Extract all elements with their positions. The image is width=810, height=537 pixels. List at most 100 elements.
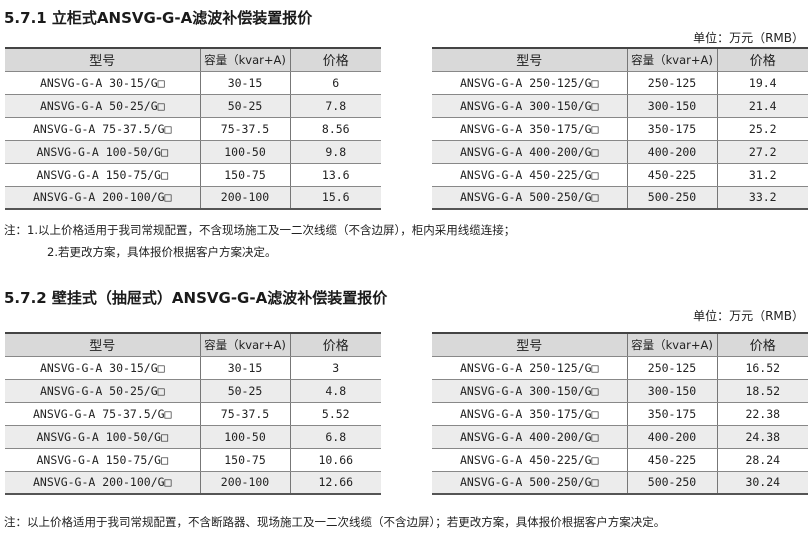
- section1-unit: 单位：万元（RMB）: [693, 31, 804, 45]
- section1-note-1: 注：1.以上价格适用于我司常规配置，不含现场施工及一二次线缆（不含边屏），柜内采…: [4, 223, 516, 237]
- header-capacity: 容量（kvar+A): [199, 47, 290, 72]
- price-cell: 7.8: [289, 94, 381, 118]
- table-row: ANSVG-G-A 50-25/G□ 50-25 7.8: [5, 94, 381, 118]
- table-row: ANSVG-G-A 450-225/G□ 450-225 28.24: [432, 448, 808, 472]
- model-cell: ANSVG-G-A 400-200/G□: [432, 425, 627, 449]
- price-cell: 21.4: [716, 94, 808, 118]
- capacity-cell: 50-25: [199, 379, 290, 403]
- table-row: ANSVG-G-A 500-250/G□ 500-250 33.2: [432, 186, 808, 210]
- capacity-cell: 500-250: [626, 471, 717, 495]
- model-cell: ANSVG-G-A 300-150/G□: [432, 379, 627, 403]
- price-cell: 4.8: [289, 379, 381, 403]
- table-row: ANSVG-G-A 250-125/G□ 250-125 16.52: [432, 356, 808, 380]
- header-row: 型号 容量（kvar+A) 价格: [5, 47, 381, 72]
- header-capacity: 容量（kvar+A): [626, 47, 717, 72]
- table-row: ANSVG-G-A 30-15/G□ 30-15 3: [5, 356, 381, 380]
- header-price: 价格: [716, 332, 808, 357]
- price-cell: 16.52: [716, 356, 808, 380]
- price-cell: 6.8: [289, 425, 381, 449]
- model-cell: ANSVG-G-A 75-37.5/G□: [5, 117, 200, 141]
- header-row: 型号 容量（kvar+A) 价格: [432, 332, 808, 357]
- model-cell: ANSVG-G-A 300-150/G□: [432, 94, 627, 118]
- table-row: ANSVG-G-A 450-225/G□ 450-225 31.2: [432, 163, 808, 187]
- model-cell: ANSVG-G-A 200-100/G□: [5, 186, 200, 210]
- capacity-cell: 100-50: [199, 425, 290, 449]
- price-cell: 10.66: [289, 448, 381, 472]
- table-row: ANSVG-G-A 50-25/G□ 50-25 4.8: [5, 379, 381, 403]
- price-cell: 5.52: [289, 402, 381, 426]
- capacity-cell: 50-25: [199, 94, 290, 118]
- table-row: ANSVG-G-A 200-100/G□ 200-100 15.6: [5, 186, 381, 210]
- header-row: 型号 容量（kvar+A) 价格: [432, 47, 808, 72]
- capacity-cell: 30-15: [199, 71, 290, 95]
- price-cell: 31.2: [716, 163, 808, 187]
- capacity-cell: 400-200: [626, 425, 717, 449]
- capacity-cell: 150-75: [199, 448, 290, 472]
- capacity-cell: 500-250: [626, 186, 717, 210]
- model-cell: ANSVG-G-A 350-175/G□: [432, 117, 627, 141]
- header-price: 价格: [289, 47, 381, 72]
- model-cell: ANSVG-G-A 350-175/G□: [432, 402, 627, 426]
- table-row: ANSVG-G-A 400-200/G□ 400-200 24.38: [432, 425, 808, 449]
- capacity-cell: 450-225: [626, 163, 717, 187]
- header-price: 价格: [289, 332, 381, 357]
- model-cell: ANSVG-G-A 250-125/G□: [432, 356, 627, 380]
- price-cell: 22.38: [716, 402, 808, 426]
- capacity-cell: 30-15: [199, 356, 290, 380]
- capacity-cell: 75-37.5: [199, 402, 290, 426]
- model-cell: ANSVG-G-A 30-15/G□: [5, 71, 200, 95]
- section2-table-left: 型号 容量（kvar+A) 价格 ANSVG-G-A 30-15/G□ 30-15 3 AN…: [5, 332, 381, 495]
- price-cell: 3: [289, 356, 381, 380]
- section2-title: 5.7.2 壁挂式（抽屉式）ANSVG-G-A滤波补偿装置报价: [4, 289, 388, 307]
- section2-unit: 单位：万元（RMB）: [693, 309, 804, 323]
- model-cell: ANSVG-G-A 450-225/G□: [432, 163, 627, 187]
- capacity-cell: 350-175: [626, 117, 717, 141]
- model-cell: ANSVG-G-A 75-37.5/G□: [5, 402, 200, 426]
- section1-table-left: 型号 容量（kvar+A) 价格 ANSVG-G-A 30-15/G□ 30-15 6 AN…: [5, 47, 381, 210]
- table-row: ANSVG-G-A 100-50/G□ 100-50 9.8: [5, 140, 381, 164]
- model-cell: ANSVG-G-A 200-100/G□: [5, 471, 200, 495]
- table-row: ANSVG-G-A 150-75/G□ 150-75 10.66: [5, 448, 381, 472]
- table-row: ANSVG-G-A 100-50/G□ 100-50 6.8: [5, 425, 381, 449]
- model-cell: ANSVG-G-A 450-225/G□: [432, 448, 627, 472]
- model-cell: ANSVG-G-A 50-25/G□: [5, 379, 200, 403]
- price-cell: 25.2: [716, 117, 808, 141]
- price-cell: 28.24: [716, 448, 808, 472]
- capacity-cell: 150-75: [199, 163, 290, 187]
- header-price: 价格: [716, 47, 808, 72]
- model-cell: ANSVG-G-A 500-250/G□: [432, 186, 627, 210]
- table-row: ANSVG-G-A 500-250/G□ 500-250 30.24: [432, 471, 808, 495]
- table-row: ANSVG-G-A 300-150/G□ 300-150 21.4: [432, 94, 808, 118]
- table-row: ANSVG-G-A 300-150/G□ 300-150 18.52: [432, 379, 808, 403]
- header-capacity: 容量（kvar+A): [199, 332, 290, 357]
- price-cell: 6: [289, 71, 381, 95]
- table-row: ANSVG-G-A 250-125/G□ 250-125 19.4: [432, 71, 808, 95]
- section1-table-right: 型号 容量（kvar+A) 价格 ANSVG-G-A 250-125/G□ 250-12…: [432, 47, 808, 210]
- model-cell: ANSVG-G-A 400-200/G□: [432, 140, 627, 164]
- price-cell: 24.38: [716, 425, 808, 449]
- price-cell: 27.2: [716, 140, 808, 164]
- price-cell: 8.56: [289, 117, 381, 141]
- price-cell: 33.2: [716, 186, 808, 210]
- section2-note: 注：以上价格适用于我司常规配置，不含断路器、现场施工及一二次线缆（不含边屏）；若…: [4, 515, 666, 529]
- model-cell: ANSVG-G-A 50-25/G□: [5, 94, 200, 118]
- price-cell: 30.24: [716, 471, 808, 495]
- model-cell: ANSVG-G-A 150-75/G□: [5, 448, 200, 472]
- capacity-cell: 400-200: [626, 140, 717, 164]
- section1-note-2: 2.若更改方案，具体报价根据客户方案决定。: [47, 245, 277, 259]
- capacity-cell: 250-125: [626, 356, 717, 380]
- model-cell: ANSVG-G-A 100-50/G□: [5, 140, 200, 164]
- capacity-cell: 350-175: [626, 402, 717, 426]
- table-row: ANSVG-G-A 75-37.5/G□ 75-37.5 8.56: [5, 117, 381, 141]
- header-model: 型号: [432, 332, 627, 357]
- capacity-cell: 300-150: [626, 379, 717, 403]
- table-row: ANSVG-G-A 75-37.5/G□ 75-37.5 5.52: [5, 402, 381, 426]
- header-row: 型号 容量（kvar+A) 价格: [5, 332, 381, 357]
- header-model: 型号: [432, 47, 627, 72]
- table-row: ANSVG-G-A 400-200/G□ 400-200 27.2: [432, 140, 808, 164]
- model-cell: ANSVG-G-A 250-125/G□: [432, 71, 627, 95]
- table-row: ANSVG-G-A 350-175/G□ 350-175 25.2: [432, 117, 808, 141]
- capacity-cell: 450-225: [626, 448, 717, 472]
- capacity-cell: 300-150: [626, 94, 717, 118]
- capacity-cell: 200-100: [199, 471, 290, 495]
